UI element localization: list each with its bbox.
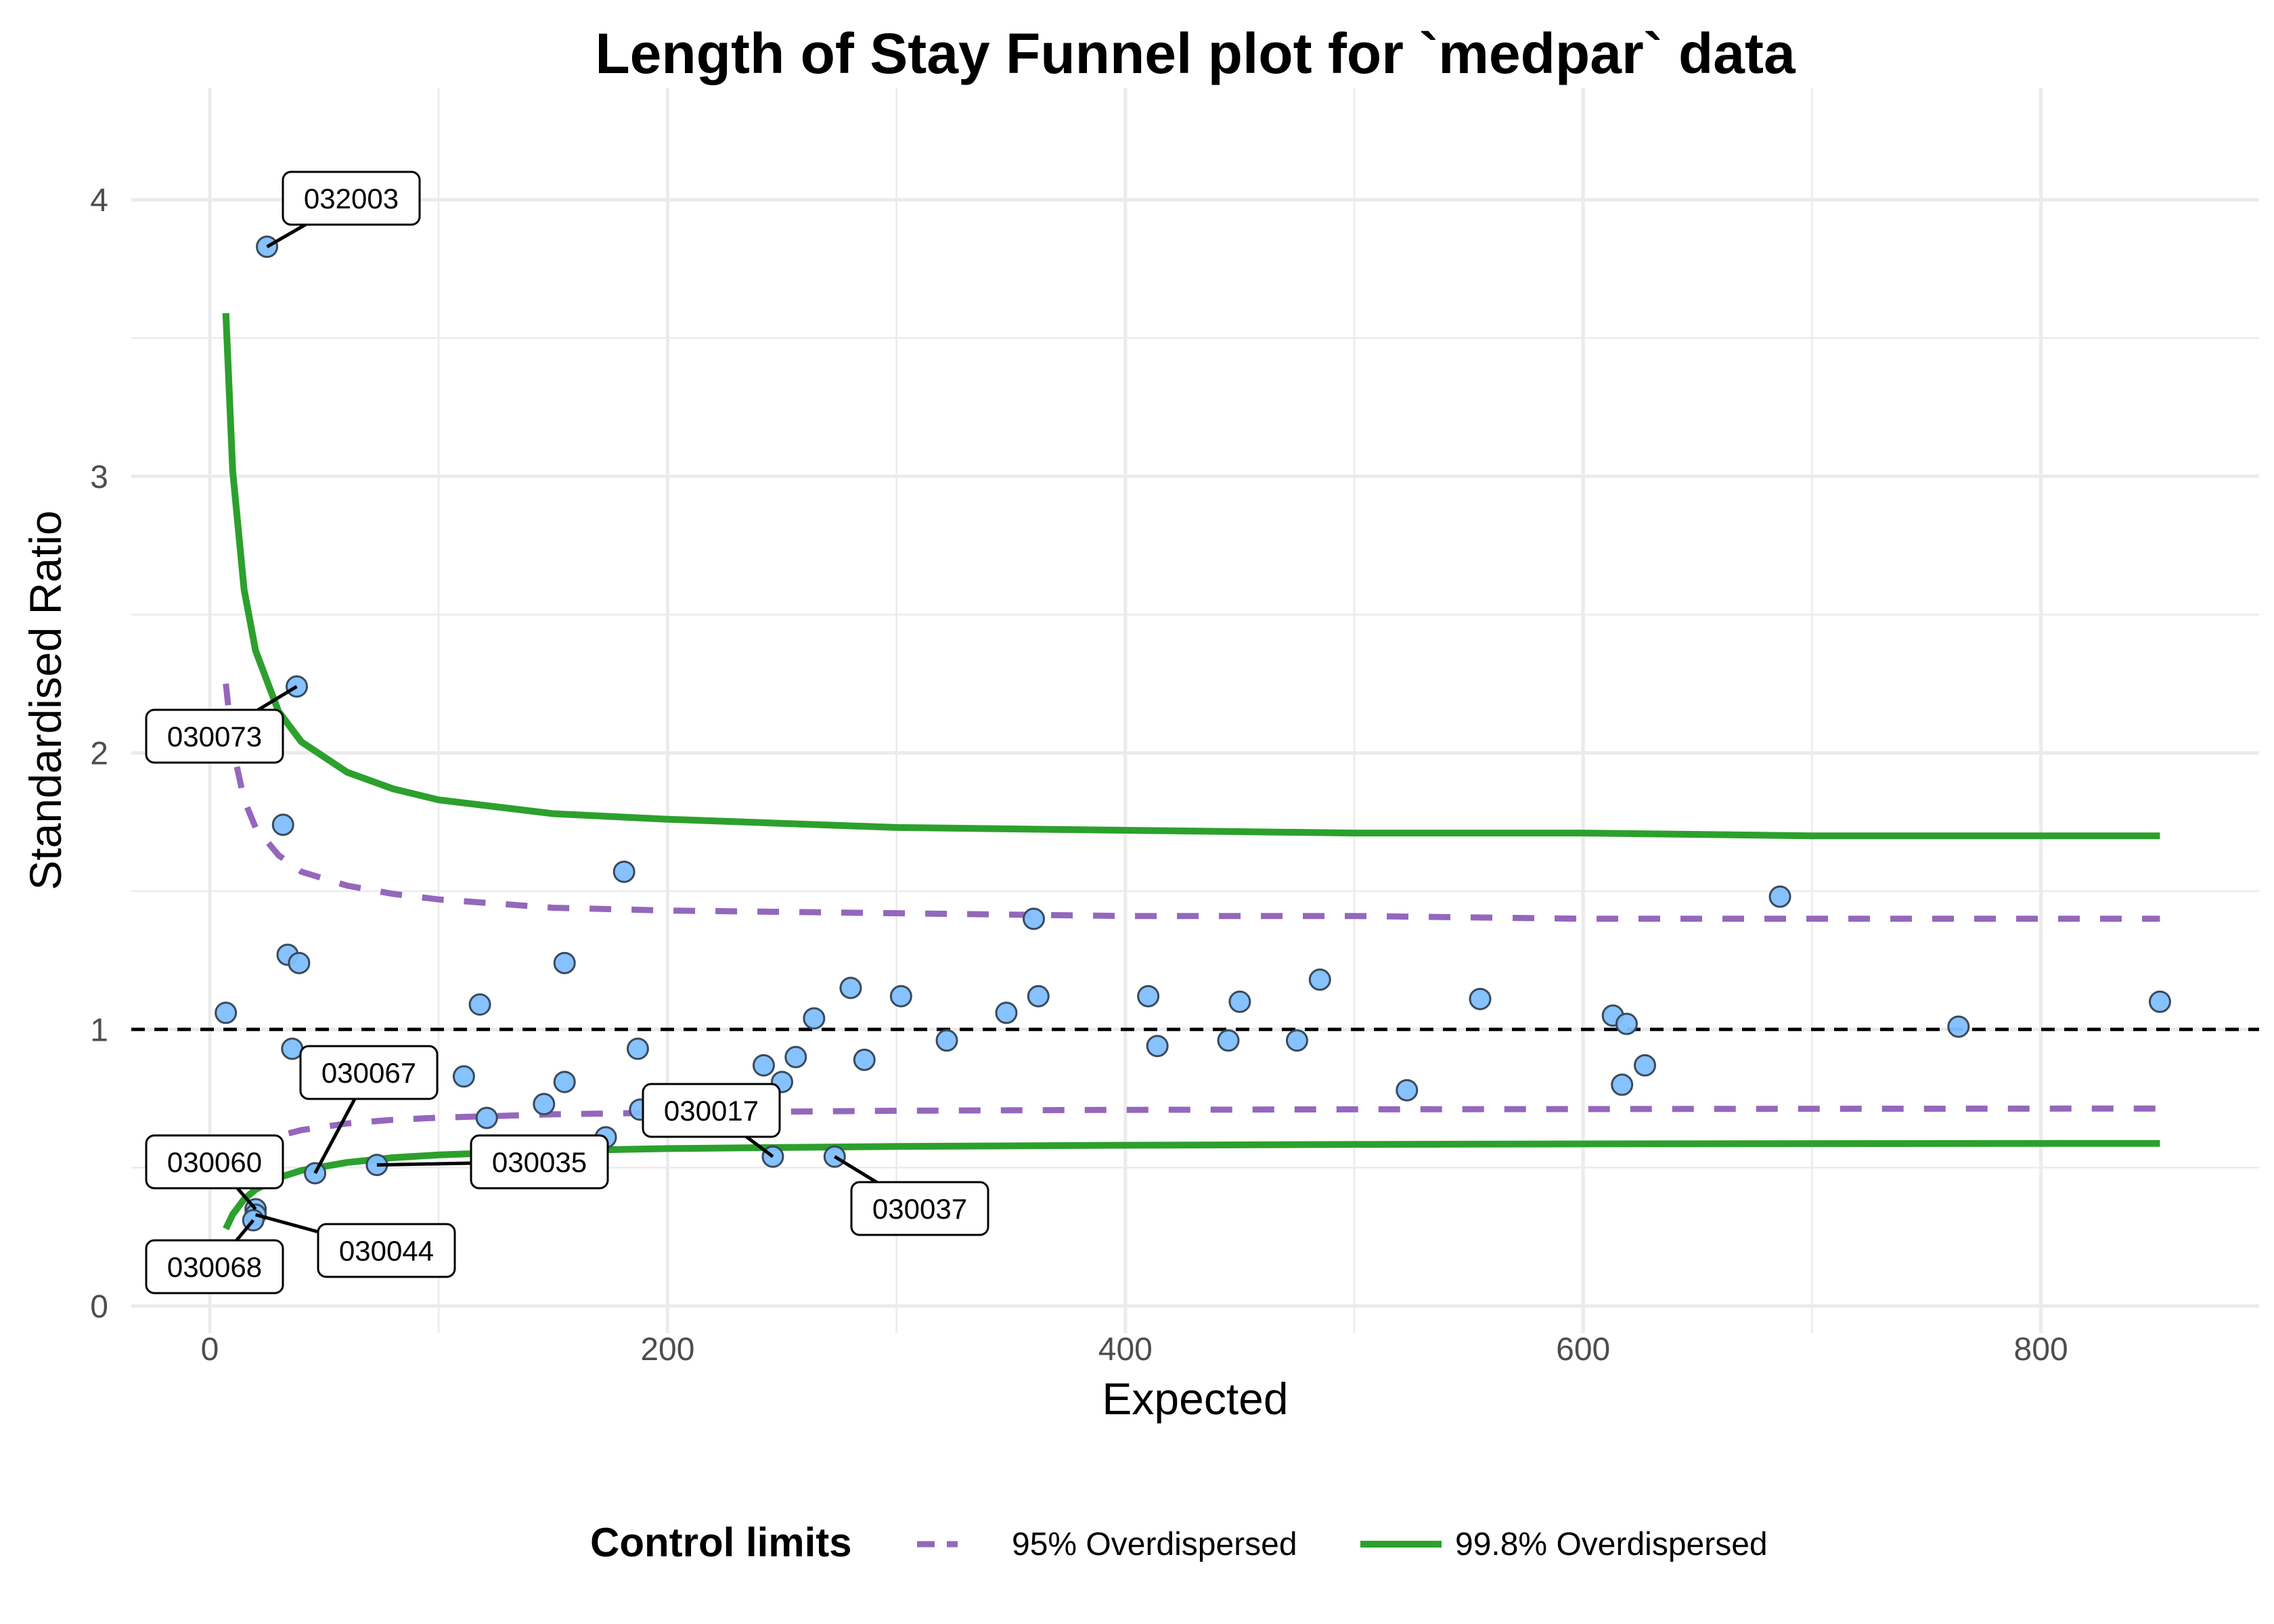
data-point <box>853 1048 876 1071</box>
label-box <box>145 1134 284 1190</box>
data-point <box>475 1106 498 1129</box>
data-point <box>281 1037 304 1060</box>
data-point <box>1308 968 1331 991</box>
y-tick-label: 1 <box>90 1012 108 1048</box>
data-point <box>271 813 294 836</box>
label-box <box>282 171 421 226</box>
data-points <box>215 235 2171 1232</box>
data-point <box>553 951 576 974</box>
label-box <box>145 708 284 764</box>
data-point <box>1027 985 1050 1008</box>
y-axis-label: Standardised Ratio <box>20 510 70 890</box>
x-tick-label: 600 <box>1556 1332 1610 1368</box>
data-point <box>1396 1079 1419 1102</box>
data-point <box>452 1065 475 1088</box>
data-point <box>1947 1015 1970 1038</box>
data-point <box>935 1029 958 1052</box>
point-label: 030037 <box>872 1193 967 1225</box>
control-limit-95-upper <box>223 683 2160 922</box>
x-tick-label: 400 <box>1098 1332 1153 1368</box>
point-label: 030017 <box>664 1095 759 1127</box>
y-tick-label: 3 <box>90 459 108 495</box>
data-point <box>1023 907 1046 930</box>
point-label: 030035 <box>492 1146 587 1178</box>
tick-labels: 0 200 400 600 800 0 1 2 3 4 <box>90 183 2068 1368</box>
data-point <box>1285 1029 1308 1052</box>
data-point <box>1768 885 1791 908</box>
data-point <box>1615 1012 1638 1035</box>
y-tick-label: 0 <box>90 1289 108 1325</box>
data-point <box>1611 1073 1634 1096</box>
data-point <box>995 1001 1018 1024</box>
label-box <box>642 1083 781 1138</box>
x-tick-label: 200 <box>640 1332 694 1368</box>
point-label: 030060 <box>167 1146 262 1178</box>
x-tick-label: 800 <box>2014 1332 2068 1368</box>
data-point <box>2148 990 2171 1013</box>
y-tick-label: 2 <box>90 736 108 772</box>
legend: Control limits 95% Overdispersed 99.8% O… <box>590 1520 1768 1565</box>
label-box <box>470 1134 609 1190</box>
control-limit-998-lower <box>223 1140 2160 1231</box>
chart-title: Length of Stay Funnel plot for `medpar` … <box>595 22 1796 85</box>
data-point <box>1469 987 1492 1010</box>
data-point <box>288 951 311 974</box>
label-box <box>299 1045 439 1100</box>
data-point <box>553 1070 576 1093</box>
label-box <box>317 1223 456 1278</box>
x-tick-label: 0 <box>201 1332 219 1368</box>
control-limit-998-upper <box>222 313 2160 840</box>
label-box <box>850 1181 989 1236</box>
data-point <box>752 1054 775 1077</box>
point-label: 030068 <box>167 1251 262 1283</box>
data-point <box>533 1093 556 1116</box>
data-point <box>1137 985 1160 1008</box>
label-box <box>145 1239 284 1294</box>
data-point <box>784 1045 807 1068</box>
legend-label-998: 99.8% Overdispersed <box>1455 1527 1768 1562</box>
data-point <box>1228 990 1251 1013</box>
legend-title: Control limits <box>590 1520 852 1565</box>
x-axis-label: Expected <box>1102 1374 1288 1424</box>
point-labels: 032003 030073 030060 030044 030068 030067 0300… <box>145 171 989 1294</box>
legend-label-95: 95% Overdispersed <box>1012 1527 1297 1562</box>
control-limit-lines <box>131 313 2259 1231</box>
data-point <box>215 1001 238 1024</box>
data-point <box>839 976 862 999</box>
y-tick-label: 4 <box>90 183 108 219</box>
point-label: 030073 <box>167 721 262 752</box>
data-point <box>626 1037 649 1060</box>
data-point <box>286 675 309 698</box>
point-label: 030044 <box>339 1235 434 1267</box>
data-point <box>889 985 912 1008</box>
point-label: 030067 <box>321 1057 416 1089</box>
data-point <box>468 993 491 1016</box>
data-point <box>1634 1054 1657 1077</box>
data-point <box>1146 1035 1169 1058</box>
point-label: 032003 <box>304 183 399 215</box>
data-point <box>1217 1029 1240 1052</box>
data-point <box>803 1007 826 1030</box>
data-point <box>612 860 636 883</box>
